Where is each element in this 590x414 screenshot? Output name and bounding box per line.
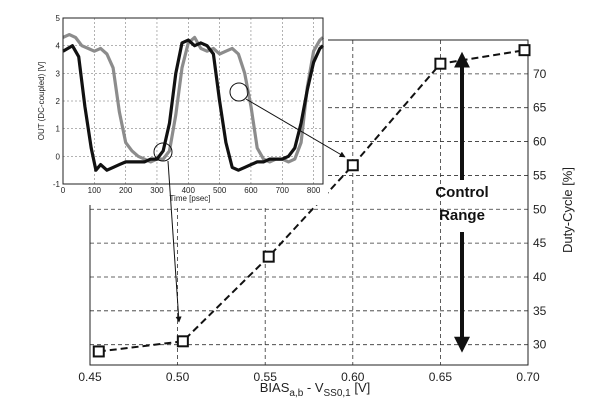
main-y-tick-label: 35 <box>533 304 547 318</box>
main-x-tick-label: 0.50 <box>166 370 190 384</box>
main-data-point <box>434 57 447 70</box>
inset-x-tick-label: 700 <box>276 186 290 195</box>
inset-y-tick-label: 3 <box>56 69 61 78</box>
main-y-tick-label: 45 <box>533 236 547 250</box>
main-y-tick-label: 60 <box>533 135 547 149</box>
inset-x-tick-label: 600 <box>244 186 258 195</box>
inset-plot-frame <box>62 17 324 185</box>
control-range-label-line1: Control <box>435 184 488 201</box>
pointer-arrow-high <box>245 98 346 158</box>
inset-x-tick-label: 500 <box>213 186 227 195</box>
main-data-point <box>346 159 359 172</box>
inset-y-tick-label: 4 <box>56 42 61 51</box>
main-data-point <box>176 335 189 348</box>
inset-y-tick-label: 0 <box>56 152 61 161</box>
inset-background <box>38 10 328 205</box>
main-y-tick-label: 30 <box>533 338 547 352</box>
main-x-tick-label: 0.45 <box>78 370 102 384</box>
main-data-point <box>262 250 275 263</box>
inset-x-tick-label: 400 <box>182 186 196 195</box>
main-data-point <box>92 345 105 358</box>
inset-y-tick-label: 1 <box>56 125 61 134</box>
inset-x-axis-label: Time [psec] <box>169 194 210 203</box>
main-x-tick-label: 0.55 <box>254 370 278 384</box>
main-y-tick-label: 65 <box>533 101 547 115</box>
inset-x-tick-label: 800 <box>307 186 321 195</box>
main-y-tick-labels: 30 35 40 45 50 55 60 65 70 <box>533 67 547 352</box>
main-x-tick-label: 0.65 <box>429 370 453 384</box>
inset-x-tick-label: 200 <box>119 186 133 195</box>
inset-y-tick-label: -1 <box>53 180 61 189</box>
inset-series <box>62 33 325 172</box>
pointer-arrow-low <box>167 160 182 323</box>
inset-x-tick-label: 100 <box>88 186 102 195</box>
inset-series-black-line <box>62 38 325 172</box>
inset-marker-circle-low <box>153 142 173 162</box>
inset-marker-circle-high <box>229 82 249 102</box>
main-x-tick-label: 0.70 <box>516 370 540 384</box>
inset-y-tick-labels: -1 0 1 2 3 4 5 <box>53 14 61 189</box>
control-range-annotation: Control Range <box>435 51 489 353</box>
inset-y-tick-label: 5 <box>56 14 61 23</box>
main-y-tick-label: 40 <box>533 270 547 284</box>
main-y-tick-label: 70 <box>533 67 547 81</box>
main-y-tick-label: 50 <box>533 202 547 216</box>
inset-y-tick-label: 2 <box>56 97 61 106</box>
inset-y-axis-label: OUT (DC-coupled) [V] <box>37 62 46 141</box>
main-y-tick-label: 55 <box>533 168 547 182</box>
inset-x-tick-label: 0 <box>61 186 66 195</box>
main-data-point <box>518 44 531 57</box>
inset-x-tick-label: 300 <box>150 186 164 195</box>
main-x-tick-labels: 0.45 0.50 0.55 0.60 0.65 0.70 <box>78 370 540 384</box>
control-range-label-line2: Range <box>439 207 485 224</box>
inset-x-tick-labels: 0 100 200 300 400 500 600 700 800 <box>61 186 321 195</box>
main-y-axis-label: Duty-Cycle [%] <box>560 167 575 253</box>
main-x-axis-label: BIASa,b - VSS0,1 [V] <box>260 380 371 399</box>
main-x-tick-label: 0.60 <box>341 370 365 384</box>
